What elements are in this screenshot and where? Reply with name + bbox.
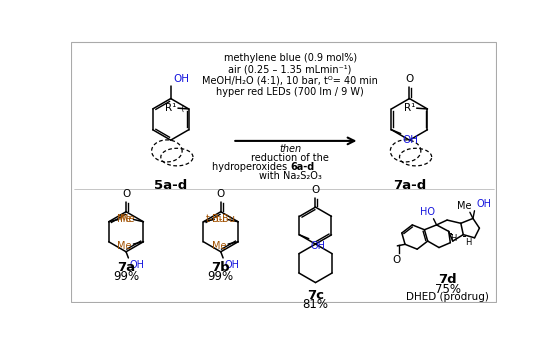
Text: OH: OH [130,260,145,270]
Text: R¹: R¹ [404,103,415,113]
Text: OH: OH [402,135,418,145]
Text: OH: OH [224,260,240,270]
Text: 5a-d: 5a-d [154,178,187,192]
Text: Me: Me [120,214,135,224]
Text: with Na₂S₂O₃: with Na₂S₂O₃ [259,171,321,181]
Text: t-Bu: t-Bu [206,214,226,224]
Text: t-Bu: t-Bu [216,214,236,224]
Text: 75%: 75% [435,283,461,295]
Text: Me: Me [457,201,471,211]
Text: 7a-d: 7a-d [393,178,426,192]
Text: O: O [406,74,413,84]
Text: Me: Me [117,214,132,224]
Text: DHED (prodrug): DHED (prodrug) [407,292,489,302]
Text: O: O [122,189,130,199]
Text: H: H [450,235,456,243]
Text: then: then [279,143,301,154]
Text: MeOH/H₂O (4:1), 10 bar, tᴼ= 40 min: MeOH/H₂O (4:1), 10 bar, tᴼ= 40 min [202,76,378,86]
Text: Me: Me [212,241,227,251]
Text: hydroperoxides: hydroperoxides [212,162,290,172]
Text: hyper red LEDs (700 lm / 9 W): hyper red LEDs (700 lm / 9 W) [216,87,364,97]
Text: OH: OH [173,74,189,84]
Text: Me: Me [117,241,132,251]
Text: 7c: 7c [307,289,324,302]
Text: O: O [392,255,401,265]
Text: methylene blue (0.9 mol%): methylene blue (0.9 mol%) [223,53,357,63]
Text: 99%: 99% [208,270,234,283]
Text: 7d: 7d [439,273,457,286]
Text: 7b: 7b [212,261,230,274]
Text: H: H [465,238,472,247]
Text: air (0.25 – 1.35 mLmin⁻¹): air (0.25 – 1.35 mLmin⁻¹) [228,64,352,74]
Text: 7a: 7a [117,261,135,274]
Text: OH: OH [310,241,325,251]
Text: 99%: 99% [113,270,139,283]
Text: 6a-d: 6a-d [290,162,314,172]
Text: O: O [311,185,320,195]
Text: HO: HO [420,207,435,217]
Text: O: O [217,189,225,199]
Text: reduction of the: reduction of the [251,153,329,163]
Text: OH: OH [476,199,491,209]
Text: R¹: R¹ [165,103,176,113]
Text: ⟨: ⟨ [180,104,183,113]
Text: 81%: 81% [302,298,329,311]
